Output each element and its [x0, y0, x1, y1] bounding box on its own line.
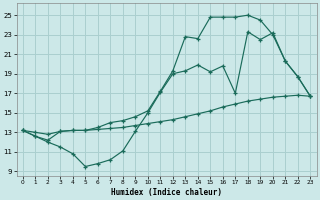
X-axis label: Humidex (Indice chaleur): Humidex (Indice chaleur): [111, 188, 222, 197]
